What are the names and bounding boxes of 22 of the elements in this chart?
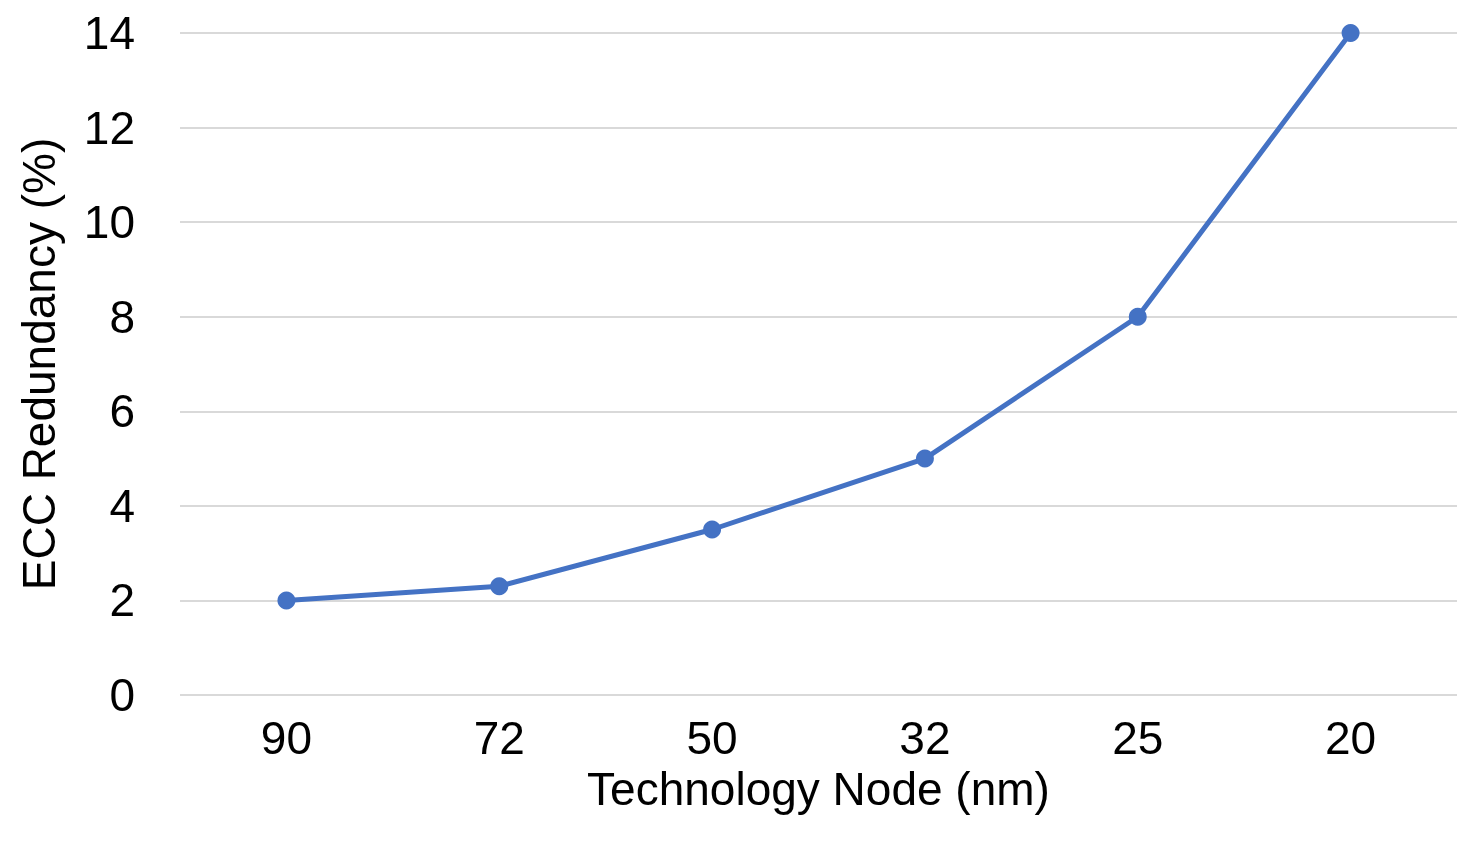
x-tick-label: 72 (473, 712, 525, 764)
x-tick-label: 90 (260, 712, 312, 764)
x-tick-label: 25 (1112, 712, 1164, 764)
point (1341, 24, 1360, 42)
x-axis-title: Technology Node (nm) (587, 762, 1050, 815)
y-tick-label: 6 (109, 385, 135, 438)
y-tick-label: 10 (83, 196, 135, 249)
y-tick-label: 8 (109, 290, 135, 343)
point (1128, 307, 1147, 326)
y-tick-label: 4 (109, 479, 135, 532)
x-tick-label: 32 (899, 712, 951, 764)
y-tick-label: 12 (83, 101, 135, 154)
y-tick-label: 14 (83, 7, 135, 59)
point (277, 591, 296, 610)
x-tick-label: 20 (1325, 712, 1377, 764)
y-tick-label: 0 (109, 669, 135, 721)
point (490, 577, 509, 596)
y-axis-title: ECC Redundancy (%) (13, 137, 65, 591)
point (703, 520, 722, 539)
point (915, 449, 934, 468)
x-tick-label: 50 (686, 712, 738, 764)
y-tick-label: 2 (109, 574, 135, 627)
